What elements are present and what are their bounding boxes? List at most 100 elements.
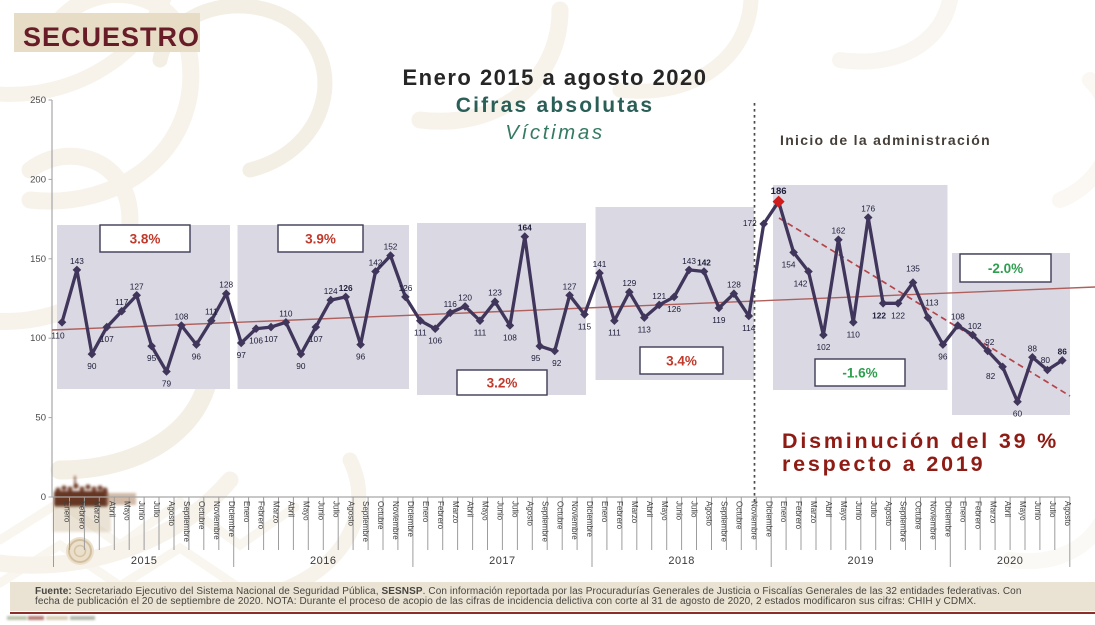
svg-text:124: 124 <box>324 286 338 296</box>
svg-text:102: 102 <box>816 342 830 352</box>
svg-text:Diciembre: Diciembre <box>227 501 236 538</box>
svg-text:126: 126 <box>398 283 412 293</box>
svg-text:128: 128 <box>727 280 741 290</box>
svg-text:186: 186 <box>771 186 787 197</box>
svg-text:Enero: Enero <box>779 501 788 523</box>
svg-text:Junio: Junio <box>496 501 505 521</box>
svg-text:Enero: Enero <box>421 501 430 523</box>
svg-text:113: 113 <box>638 325 652 335</box>
svg-text:Agosto: Agosto <box>525 501 534 526</box>
svg-text:Noviembre: Noviembre <box>749 501 758 540</box>
svg-text:117: 117 <box>115 297 129 307</box>
svg-text:2019: 2019 <box>848 555 874 567</box>
svg-text:152: 152 <box>384 242 398 252</box>
svg-text:Agosto: Agosto <box>1063 501 1072 526</box>
svg-text:Septiembre: Septiembre <box>720 501 729 542</box>
svg-text:108: 108 <box>951 312 965 322</box>
svg-text:129: 129 <box>622 278 636 288</box>
svg-text:Marzo: Marzo <box>630 501 639 524</box>
svg-text:Marzo: Marzo <box>809 501 818 524</box>
svg-text:96: 96 <box>356 352 366 362</box>
svg-text:142: 142 <box>369 258 383 268</box>
svg-text:172: 172 <box>743 218 757 228</box>
svg-text:Diciembre: Diciembre <box>585 501 594 538</box>
svg-text:113: 113 <box>925 298 939 308</box>
svg-text:114: 114 <box>742 323 756 333</box>
svg-text:Octubre: Octubre <box>376 501 385 530</box>
svg-text:110: 110 <box>51 330 65 340</box>
svg-text:127: 127 <box>130 281 144 291</box>
svg-text:79: 79 <box>162 379 172 389</box>
svg-text:Marzo: Marzo <box>451 501 460 524</box>
svg-text:92: 92 <box>985 337 995 347</box>
svg-text:111: 111 <box>414 328 427 338</box>
svg-text:2017: 2017 <box>489 555 515 567</box>
svg-text:Enero: Enero <box>958 501 967 523</box>
svg-text:111: 111 <box>608 328 621 338</box>
svg-text:Junio: Junio <box>137 501 146 521</box>
svg-text:Mayo: Mayo <box>1018 501 1027 521</box>
svg-text:135: 135 <box>906 264 920 274</box>
svg-text:Julio: Julio <box>690 501 699 518</box>
svg-text:Abril: Abril <box>645 501 654 517</box>
svg-text:Marzo: Marzo <box>93 501 102 524</box>
svg-text:Enero: Enero <box>242 501 251 523</box>
svg-text:Agosto: Agosto <box>346 501 355 526</box>
svg-text:100: 100 <box>30 333 46 344</box>
svg-text:Mayo: Mayo <box>302 501 311 521</box>
svg-text:108: 108 <box>174 312 188 322</box>
svg-text:Mayo: Mayo <box>481 501 490 521</box>
svg-text:3.8%: 3.8% <box>130 231 161 246</box>
svg-text:Julio: Julio <box>152 501 161 518</box>
svg-text:Mayo: Mayo <box>122 501 131 521</box>
svg-text:250: 250 <box>30 95 46 106</box>
svg-text:176: 176 <box>861 204 875 214</box>
svg-text:Febrero: Febrero <box>973 501 982 530</box>
svg-text:Diciembre: Diciembre <box>406 501 415 538</box>
svg-text:Julio: Julio <box>869 501 878 518</box>
svg-text:126: 126 <box>339 283 353 293</box>
svg-text:107: 107 <box>100 334 114 344</box>
svg-text:2018: 2018 <box>668 555 694 567</box>
svg-text:92: 92 <box>552 358 562 368</box>
svg-text:154: 154 <box>782 259 796 269</box>
svg-text:162: 162 <box>831 226 845 236</box>
svg-text:2020: 2020 <box>997 555 1023 567</box>
svg-text:107: 107 <box>264 334 278 344</box>
svg-text:110: 110 <box>847 329 861 339</box>
svg-text:Julio: Julio <box>1048 501 1057 518</box>
svg-text:Noviembre: Noviembre <box>570 501 579 540</box>
svg-text:142: 142 <box>794 279 808 289</box>
svg-text:Enero: Enero <box>63 501 72 523</box>
svg-text:121: 121 <box>652 291 666 301</box>
svg-text:Abril: Abril <box>1003 501 1012 517</box>
svg-text:115: 115 <box>578 321 592 331</box>
svg-text:Diciembre: Diciembre <box>944 501 953 538</box>
svg-text:110: 110 <box>279 308 293 318</box>
svg-text:90: 90 <box>87 361 97 371</box>
svg-text:Febrero: Febrero <box>257 501 266 530</box>
svg-text:97: 97 <box>237 350 247 360</box>
svg-text:111: 111 <box>474 328 487 338</box>
svg-text:142: 142 <box>697 258 711 268</box>
svg-text:106: 106 <box>428 336 442 346</box>
svg-text:Junio: Junio <box>854 501 863 521</box>
svg-text:Septiembre: Septiembre <box>182 501 191 542</box>
svg-text:88: 88 <box>1028 343 1038 353</box>
svg-text:96: 96 <box>192 352 202 362</box>
svg-text:80: 80 <box>1041 355 1051 365</box>
svg-text:107: 107 <box>309 334 323 344</box>
svg-text:2015: 2015 <box>131 555 157 567</box>
svg-text:90: 90 <box>296 361 306 371</box>
svg-text:Junio: Junio <box>675 501 684 521</box>
svg-text:Mayo: Mayo <box>839 501 848 521</box>
svg-text:Septiembre: Septiembre <box>540 501 549 542</box>
svg-text:95: 95 <box>147 353 157 363</box>
svg-text:Febrero: Febrero <box>78 501 87 530</box>
svg-text:Agosto: Agosto <box>705 501 714 526</box>
svg-text:96: 96 <box>938 352 948 362</box>
svg-text:Febrero: Febrero <box>615 501 624 530</box>
svg-text:Noviembre: Noviembre <box>212 501 221 540</box>
svg-text:122: 122 <box>872 310 886 320</box>
svg-text:82: 82 <box>986 371 996 381</box>
